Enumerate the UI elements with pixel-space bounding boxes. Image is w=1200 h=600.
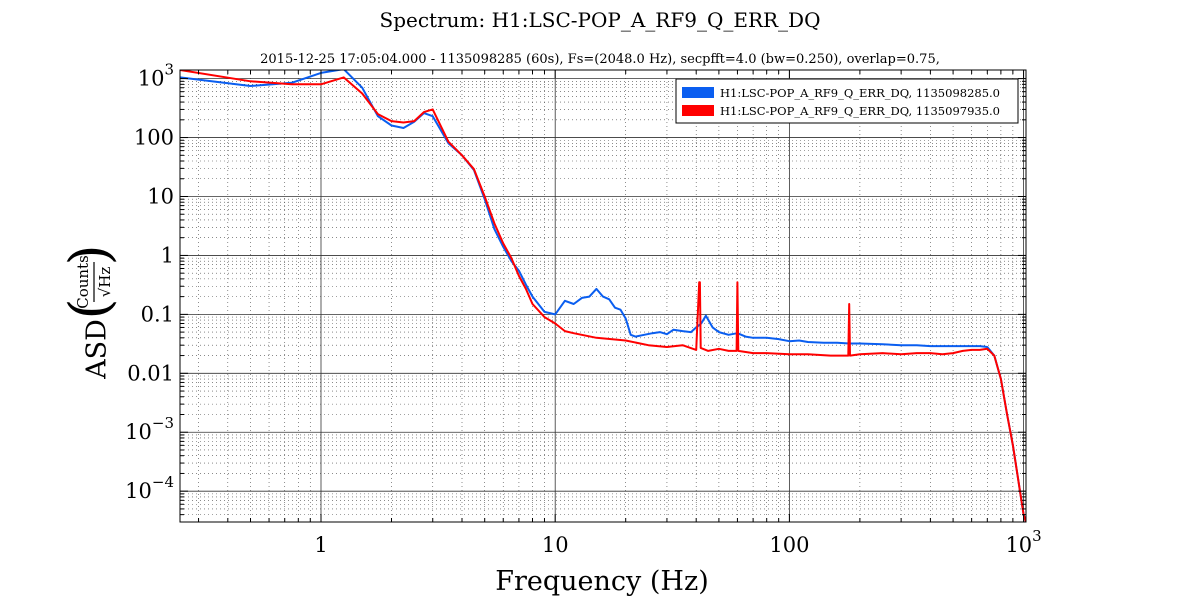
y-tick-label: 10−4 — [125, 473, 174, 503]
y-axis-label-numerator: Counts — [74, 255, 92, 309]
x-tick-label: 100 — [769, 533, 809, 557]
legend-label-1: H1:LSC-POP_A_RF9_Q_ERR_DQ, 1135098285.0 — [720, 86, 1000, 100]
y-tick-label: 10 — [147, 184, 174, 208]
y-axis-label: ASD ( Counts √Hz ) — [58, 244, 121, 379]
y-axis-label-paren-left: ( — [58, 298, 121, 319]
y-tick-label-exponent: −4 — [152, 473, 174, 491]
x-axis-label: Frequency (Hz) — [495, 566, 708, 597]
x-tick-label-exponent: 3 — [1032, 527, 1042, 545]
chart-subtitle: 2015-12-25 17:05:04.000 - 1135098285 (60… — [260, 52, 940, 67]
chart-title: Spectrum: H1:LSC-POP_A_RF9_Q_ERR_DQ — [380, 8, 821, 32]
y-tick-label-exponent: −3 — [152, 414, 174, 432]
legend-swatch-2 — [682, 105, 714, 116]
legend: H1:LSC-POP_A_RF9_Q_ERR_DQ, 1135098285.0 H… — [675, 78, 1019, 124]
y-tick-label: 103 — [138, 61, 174, 91]
y-tick-labels: 103 100 10 1 0.1 0.01 10−3 10−4 — [125, 61, 174, 504]
legend-label-2: H1:LSC-POP_A_RF9_Q_ERR_DQ, 1135097935.0 — [720, 104, 1000, 118]
legend-box — [675, 78, 1019, 124]
y-tick-label: 0.01 — [127, 361, 174, 385]
series-line-1 — [180, 70, 1026, 522]
legend-swatch-1 — [682, 87, 714, 98]
plot-frame — [179, 69, 1027, 523]
axis-ticks — [180, 70, 1026, 523]
y-tick-label: 100 — [134, 126, 174, 150]
x-tick-labels: 1 10 100 103 — [314, 527, 1041, 557]
y-axis-label-denominator: √Hz — [96, 267, 114, 298]
y-axis-label-paren-right: ) — [58, 244, 121, 265]
y-tick-label-exponent: 3 — [164, 61, 174, 79]
y-axis-label-prefix: ASD — [82, 319, 113, 380]
y-tick-label: 10−3 — [125, 414, 174, 444]
y-tick-label: 1 — [161, 243, 174, 267]
series-layer — [180, 70, 1026, 522]
y-tick-label: 0.1 — [141, 302, 174, 326]
x-tick-label: 103 — [1005, 527, 1041, 557]
x-tick-label: 10 — [542, 533, 569, 557]
series-line-2 — [180, 70, 1026, 522]
x-tick-label: 1 — [314, 533, 327, 557]
